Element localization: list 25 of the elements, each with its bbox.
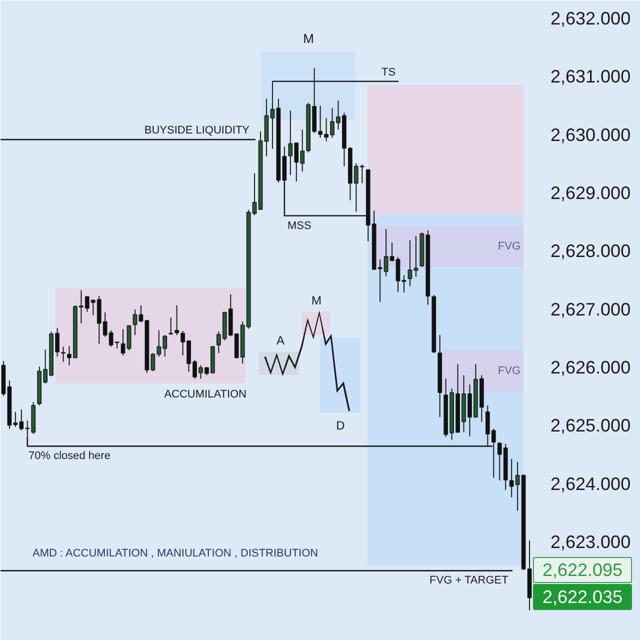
annotation: A [276, 334, 285, 348]
y-tick-label: 2,632.000 [550, 8, 631, 28]
y-tick-label: 2,630.000 [550, 124, 631, 145]
y-tick-label: 2,627.000 [550, 299, 631, 320]
y-tick-label: 2,631.000 [550, 66, 631, 87]
price-tag: 2,622.035 [533, 584, 632, 610]
y-tick-label: 2,623.000 [550, 532, 631, 552]
ref-line-label: FVG + TARGET [430, 574, 509, 587]
band-label: M [303, 31, 314, 46]
annotation: D [336, 418, 346, 432]
y-tick-label: 2,624.000 [550, 474, 631, 494]
price-tag: 2,622.095 [533, 557, 632, 584]
ref-line-label: BUYSIDE LIQUIDITY [144, 124, 250, 137]
band-label: FVG [498, 240, 521, 253]
annotation: M [312, 294, 322, 308]
y-tick-label: 2,629.000 [550, 183, 631, 203]
y-tick-label: 2,628.000 [550, 241, 631, 262]
y-tick-label: 2,626.000 [550, 358, 631, 378]
annotation: AMD : ACCUMILATION , MANIULATION , DISTRIBUTION [32, 548, 318, 560]
ref-line-label: MSS [288, 220, 312, 232]
ref-line-label: 70% closed here [28, 450, 110, 462]
band-label: ACCUMILATION [164, 388, 247, 400]
y-tick-label: 2,625.000 [550, 416, 631, 436]
ref-line-label: TS [381, 66, 396, 78]
band-label: FVG [498, 365, 521, 378]
